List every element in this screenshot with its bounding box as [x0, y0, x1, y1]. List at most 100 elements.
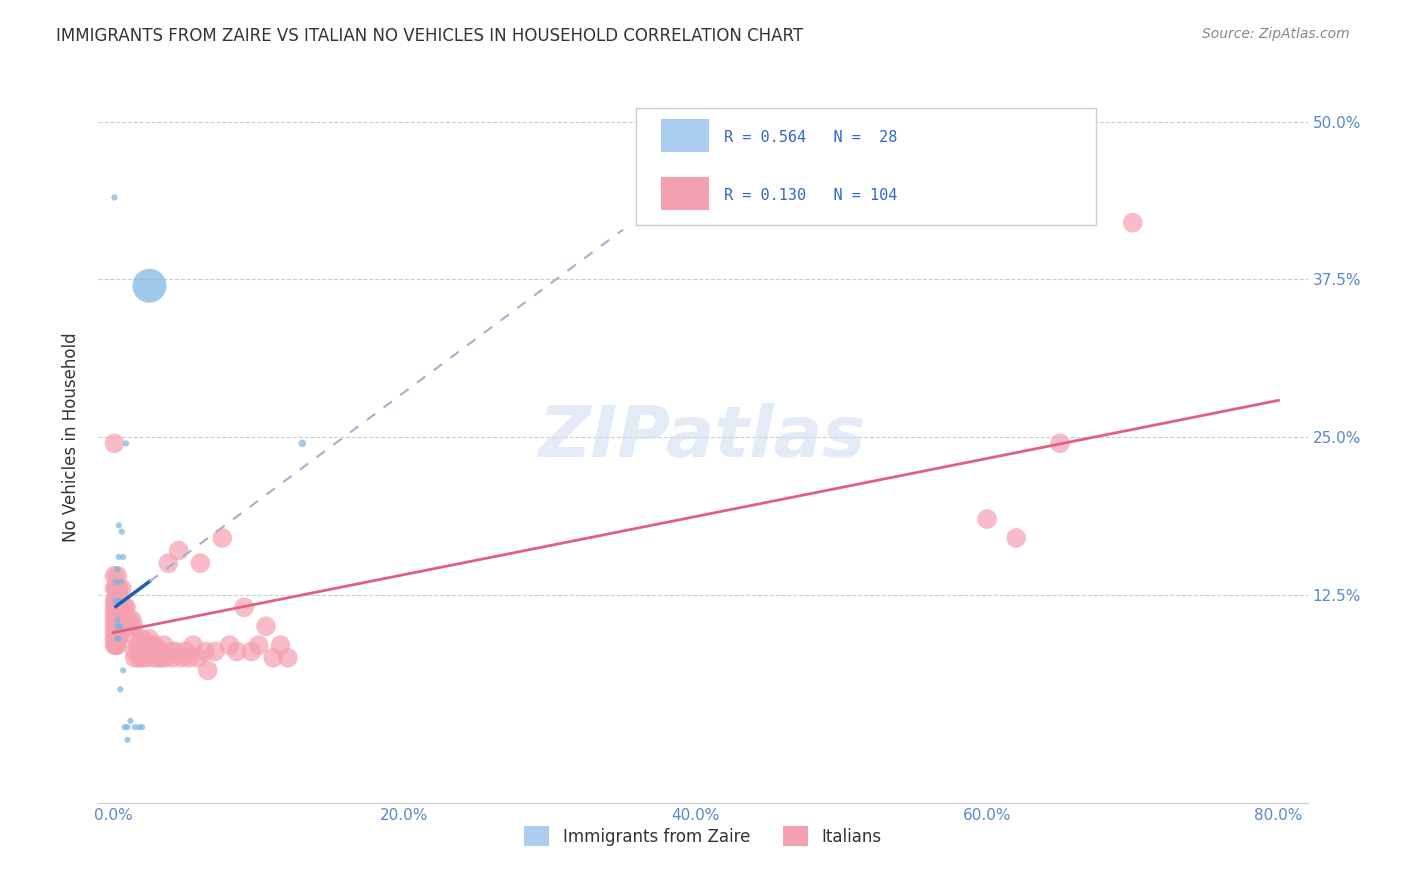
Point — [103, 582, 125, 596]
Point — [105, 613, 128, 627]
Point — [138, 644, 160, 658]
Point — [115, 600, 138, 615]
Point — [104, 594, 127, 608]
Point — [110, 600, 132, 615]
Point — [108, 619, 131, 633]
Point — [254, 619, 277, 633]
Point — [108, 625, 131, 640]
Point — [105, 632, 128, 646]
Point — [125, 632, 148, 646]
Point — [108, 588, 131, 602]
Text: R = 0.130   N = 104: R = 0.130 N = 104 — [724, 188, 897, 203]
Point — [103, 569, 125, 583]
Point — [103, 594, 125, 608]
Text: R = 0.564   N =  28: R = 0.564 N = 28 — [724, 130, 897, 145]
Point — [155, 650, 177, 665]
Y-axis label: No Vehicles in Household: No Vehicles in Household — [62, 332, 80, 542]
Point — [114, 720, 136, 734]
Point — [127, 638, 149, 652]
Point — [103, 600, 125, 615]
Point — [112, 549, 135, 564]
Point — [141, 638, 163, 652]
Point — [105, 625, 128, 640]
Point — [225, 644, 247, 658]
Point — [190, 556, 212, 570]
Point — [115, 436, 138, 450]
Point — [103, 632, 125, 646]
Point — [291, 436, 314, 450]
Point — [124, 644, 146, 658]
FancyBboxPatch shape — [637, 108, 1097, 225]
Point — [194, 644, 217, 658]
Text: ZIPatlas: ZIPatlas — [540, 402, 866, 472]
Point — [105, 632, 128, 646]
Point — [108, 632, 131, 646]
Point — [247, 638, 270, 652]
Point — [111, 600, 134, 615]
Point — [162, 650, 184, 665]
Point — [108, 549, 131, 564]
Point — [104, 594, 127, 608]
Legend: Immigrants from Zaire, Italians: Immigrants from Zaire, Italians — [517, 820, 889, 853]
Point — [132, 638, 155, 652]
Point — [104, 607, 127, 621]
Point — [135, 650, 157, 665]
Point — [108, 582, 131, 596]
Point — [142, 650, 165, 665]
Point — [262, 650, 284, 665]
Point — [138, 278, 160, 293]
Point — [105, 594, 128, 608]
Point — [240, 644, 263, 658]
Point — [108, 607, 131, 621]
Point — [108, 600, 131, 615]
Point — [131, 632, 153, 646]
Bar — [661, 178, 709, 211]
Point — [104, 575, 127, 590]
Point — [105, 607, 128, 621]
Point — [115, 619, 138, 633]
Point — [131, 720, 153, 734]
Point — [120, 619, 142, 633]
Point — [120, 714, 142, 728]
Point — [134, 644, 156, 658]
Point — [117, 619, 139, 633]
Point — [117, 720, 139, 734]
Point — [121, 613, 143, 627]
Point — [122, 619, 145, 633]
Point — [103, 638, 125, 652]
Point — [181, 638, 204, 652]
Point — [143, 638, 166, 652]
Point — [103, 607, 125, 621]
Point — [170, 650, 193, 665]
Point — [111, 582, 134, 596]
Point — [110, 619, 132, 633]
Point — [177, 650, 200, 665]
Point — [149, 644, 172, 658]
Point — [150, 650, 173, 665]
Point — [110, 613, 132, 627]
Point — [124, 650, 146, 665]
Point — [167, 543, 190, 558]
Point — [131, 650, 153, 665]
Point — [104, 600, 127, 615]
Point — [1005, 531, 1028, 545]
Text: Source: ZipAtlas.com: Source: ZipAtlas.com — [1202, 27, 1350, 41]
Point — [211, 531, 233, 545]
Point — [128, 644, 150, 658]
Point — [145, 644, 167, 658]
Point — [160, 644, 183, 658]
Point — [105, 638, 128, 652]
Point — [112, 600, 135, 615]
Point — [197, 664, 219, 678]
Point — [117, 732, 139, 747]
Point — [104, 582, 127, 596]
Point — [105, 600, 128, 615]
Text: IMMIGRANTS FROM ZAIRE VS ITALIAN NO VEHICLES IN HOUSEHOLD CORRELATION CHART: IMMIGRANTS FROM ZAIRE VS ITALIAN NO VEHI… — [56, 27, 803, 45]
Point — [128, 650, 150, 665]
Bar — [661, 119, 709, 152]
Point — [277, 650, 299, 665]
Point — [108, 632, 131, 646]
Point — [103, 436, 125, 450]
Point — [104, 632, 127, 646]
Point — [270, 638, 292, 652]
